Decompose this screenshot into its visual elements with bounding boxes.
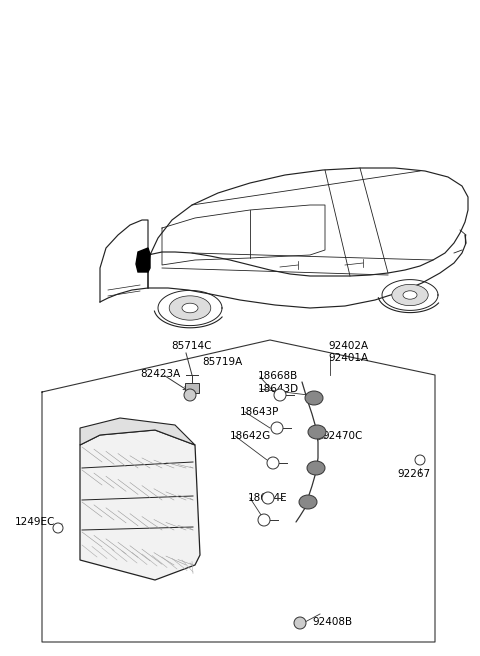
Text: 18643P: 18643P	[240, 407, 279, 417]
Text: 18668B: 18668B	[258, 371, 298, 381]
Text: 92267: 92267	[397, 469, 431, 479]
Ellipse shape	[169, 296, 211, 320]
FancyBboxPatch shape	[185, 383, 199, 393]
Circle shape	[262, 492, 274, 504]
Text: 18642G: 18642G	[230, 431, 271, 441]
Polygon shape	[136, 248, 150, 272]
Circle shape	[415, 455, 425, 465]
Circle shape	[258, 514, 270, 526]
Polygon shape	[80, 430, 200, 580]
Text: 85714C: 85714C	[172, 341, 212, 351]
Circle shape	[184, 389, 196, 401]
Ellipse shape	[308, 425, 326, 439]
Ellipse shape	[403, 291, 417, 299]
Text: 92470C: 92470C	[322, 431, 362, 441]
Text: 92401A: 92401A	[328, 353, 368, 363]
Ellipse shape	[299, 495, 317, 509]
Ellipse shape	[392, 284, 428, 306]
Text: 92402A: 92402A	[328, 341, 368, 351]
Ellipse shape	[305, 391, 323, 405]
Ellipse shape	[307, 461, 325, 475]
Text: 82423A: 82423A	[140, 369, 180, 379]
Circle shape	[267, 457, 279, 469]
Circle shape	[53, 523, 63, 533]
Text: 18644E: 18644E	[248, 493, 288, 503]
Text: 85719A: 85719A	[202, 357, 242, 367]
Circle shape	[274, 389, 286, 401]
Ellipse shape	[182, 303, 198, 313]
Text: 92408B: 92408B	[312, 617, 352, 627]
Text: 18643D: 18643D	[258, 384, 299, 394]
Polygon shape	[80, 418, 195, 445]
Text: 1249EC: 1249EC	[15, 517, 55, 527]
Circle shape	[271, 422, 283, 434]
Circle shape	[294, 617, 306, 629]
